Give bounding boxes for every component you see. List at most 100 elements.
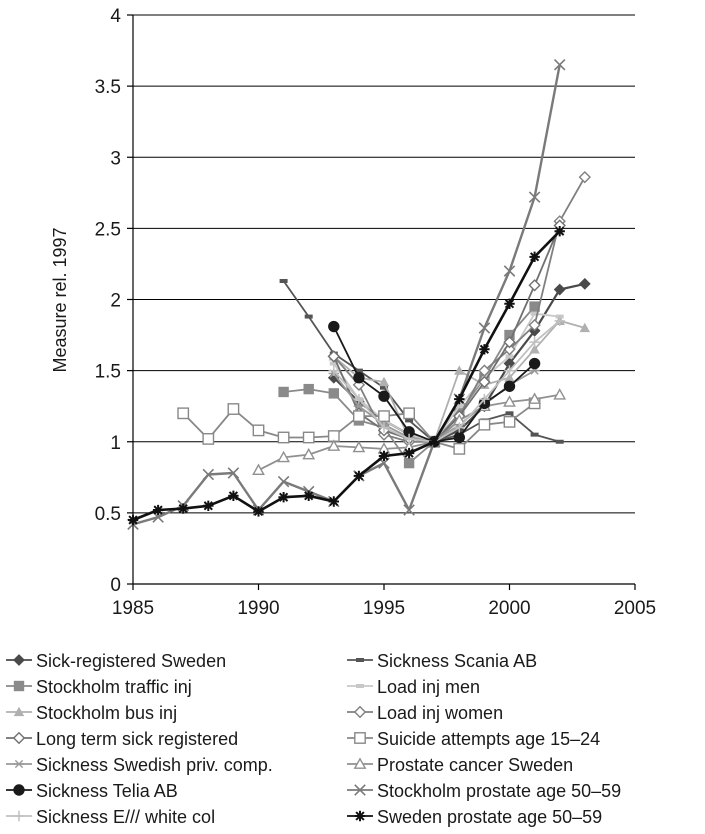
data-point bbox=[454, 365, 465, 375]
legend-label: Prostate cancer Sweden bbox=[377, 755, 573, 775]
data-point bbox=[378, 422, 390, 433]
data-point bbox=[353, 470, 365, 482]
data-point bbox=[328, 320, 340, 333]
legend-marker bbox=[13, 784, 25, 796]
legend-label: Long term sick registered bbox=[36, 729, 238, 749]
data-point bbox=[528, 357, 541, 370]
data-point bbox=[529, 251, 540, 263]
legend-item: Sick-registered Sweden bbox=[6, 651, 226, 671]
data-point bbox=[578, 170, 591, 184]
series-line bbox=[332, 225, 561, 443]
legend-label: Load inj men bbox=[377, 677, 480, 697]
data-point bbox=[479, 344, 490, 355]
y-axis-label: Measure rel. 1997 bbox=[50, 227, 70, 372]
legend-marker bbox=[353, 757, 367, 769]
data-point bbox=[277, 475, 290, 488]
y-tick-label: 3 bbox=[110, 148, 121, 169]
y-tick-label: 2 bbox=[110, 291, 121, 312]
legend-item: Sickness Swedish priv. comp. bbox=[6, 755, 273, 775]
plot-area bbox=[127, 59, 591, 531]
data-point bbox=[403, 407, 415, 420]
legend-marker bbox=[354, 810, 366, 822]
series-1 bbox=[279, 279, 564, 444]
legend-label: Suicide attempts age 15–24 bbox=[377, 729, 600, 749]
legend-marker bbox=[13, 759, 25, 769]
data-point bbox=[302, 431, 315, 444]
data-point bbox=[177, 407, 190, 420]
data-point bbox=[528, 279, 541, 292]
legend-marker bbox=[13, 654, 25, 666]
legend-item: Long term sick registered bbox=[6, 729, 238, 749]
data-point bbox=[227, 467, 240, 479]
y-tick-label: 1.5 bbox=[95, 362, 121, 383]
data-point bbox=[127, 514, 139, 526]
legend-item: Sickness Telia AB bbox=[6, 781, 178, 801]
data-point bbox=[504, 298, 515, 309]
data-point bbox=[579, 322, 590, 333]
data-point bbox=[353, 372, 365, 384]
data-point bbox=[554, 226, 565, 237]
data-point bbox=[277, 431, 290, 444]
data-point bbox=[403, 433, 415, 445]
data-point bbox=[353, 402, 365, 411]
y-tick-label: 3.5 bbox=[95, 77, 121, 98]
legend-marker bbox=[13, 680, 25, 692]
data-point bbox=[528, 392, 541, 404]
data-point bbox=[479, 393, 490, 405]
series-line bbox=[132, 230, 561, 522]
data-point bbox=[252, 424, 265, 437]
data-point bbox=[553, 283, 566, 296]
x-tick-label: 2000 bbox=[488, 598, 530, 619]
data-point bbox=[378, 390, 390, 402]
data-point bbox=[554, 315, 565, 327]
legend-label: Sweden prostate age 50–59 bbox=[377, 807, 602, 827]
data-point bbox=[203, 500, 214, 511]
data-point bbox=[454, 393, 465, 405]
y-tick-label: 4 bbox=[110, 6, 121, 27]
data-point bbox=[378, 450, 390, 462]
data-point bbox=[202, 468, 215, 481]
legend-marker bbox=[354, 732, 366, 744]
data-point bbox=[278, 492, 289, 503]
data-point bbox=[253, 506, 264, 517]
data-point bbox=[503, 265, 516, 277]
legend-item: Suicide attempts age 15–24 bbox=[347, 729, 600, 749]
legend-label: Stockholm prostate age 50–59 bbox=[377, 781, 621, 801]
legend-marker bbox=[13, 706, 25, 717]
data-point bbox=[278, 386, 289, 398]
data-point bbox=[327, 439, 341, 451]
data-point bbox=[504, 329, 515, 341]
legend-item: Stockholm prostate age 50–59 bbox=[347, 781, 621, 801]
data-point bbox=[328, 388, 339, 399]
series-13 bbox=[127, 226, 565, 526]
data-point bbox=[202, 433, 215, 445]
legend-item: Sickness E/// white col bbox=[6, 807, 215, 827]
data-point bbox=[403, 457, 415, 469]
data-point bbox=[252, 463, 265, 476]
data-point bbox=[403, 447, 415, 459]
data-point bbox=[328, 365, 339, 376]
series-line bbox=[333, 320, 561, 443]
data-point bbox=[228, 490, 239, 502]
data-point bbox=[378, 410, 390, 423]
data-point bbox=[503, 415, 516, 428]
data-point bbox=[553, 388, 567, 400]
data-point bbox=[429, 436, 440, 447]
data-point bbox=[504, 365, 515, 376]
legend-item: Load inj men bbox=[347, 677, 480, 697]
data-point bbox=[353, 410, 365, 423]
legend-marker bbox=[12, 731, 26, 745]
legend-marker bbox=[13, 810, 25, 822]
legend-label: Stockholm traffic inj bbox=[36, 677, 192, 697]
data-point bbox=[227, 403, 240, 415]
data-point bbox=[503, 380, 516, 392]
data-point bbox=[453, 442, 466, 455]
data-point bbox=[152, 504, 164, 516]
data-point bbox=[327, 350, 340, 363]
data-point bbox=[528, 318, 541, 332]
legend-item: Stockholm bus inj bbox=[6, 703, 177, 723]
data-point bbox=[454, 422, 465, 433]
legend-label: Sickness Scania AB bbox=[377, 651, 537, 671]
data-point bbox=[578, 277, 591, 290]
